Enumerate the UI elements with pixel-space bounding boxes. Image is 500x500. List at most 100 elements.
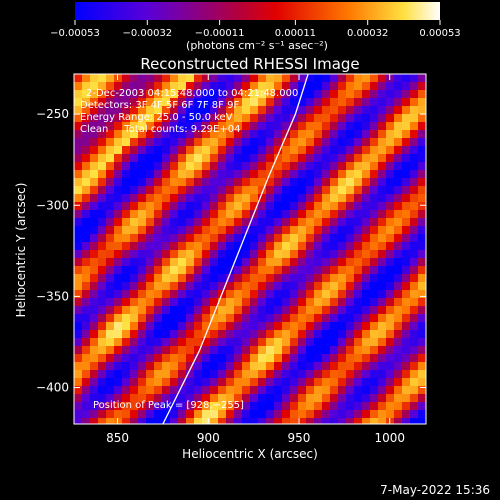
heatmap-cell — [354, 226, 363, 235]
heatmap-cell — [386, 218, 395, 227]
heatmap-cell — [290, 106, 299, 115]
heatmap-cell — [74, 106, 83, 115]
heatmap-cell — [178, 338, 187, 347]
heatmap-cell — [354, 274, 363, 283]
heatmap-cell — [370, 266, 379, 275]
heatmap-cell — [394, 194, 403, 203]
heatmap-cell — [210, 122, 219, 131]
heatmap-cell — [386, 178, 395, 187]
heatmap-cell — [186, 394, 195, 403]
heatmap-cell — [314, 274, 323, 283]
heatmap-cell — [154, 122, 163, 131]
heatmap-cell — [194, 378, 203, 387]
heatmap-cell — [194, 138, 203, 147]
heatmap-cell — [106, 234, 115, 243]
heatmap-cell — [130, 394, 139, 403]
heatmap-cell — [266, 354, 275, 363]
heatmap-cell — [138, 202, 147, 211]
heatmap-cell — [234, 266, 243, 275]
heatmap-cell — [274, 106, 283, 115]
heatmap-cell — [114, 98, 123, 107]
heatmap-cell — [282, 282, 291, 291]
heatmap-cell — [90, 298, 99, 307]
heatmap-cell — [282, 122, 291, 131]
heatmap-cell — [274, 194, 283, 203]
heatmap-cell — [234, 354, 243, 363]
heatmap-cell — [322, 306, 331, 315]
colorbar-tick-label: 0.00053 — [419, 28, 460, 39]
heatmap-cell — [242, 146, 251, 155]
heatmap-cell — [98, 402, 107, 411]
heatmap-cell — [138, 290, 147, 299]
heatmap-cell — [250, 154, 259, 163]
heatmap-cell — [370, 306, 379, 315]
heatmap-cell — [194, 370, 203, 379]
heatmap-cell — [114, 410, 123, 419]
heatmap-cell — [346, 74, 355, 83]
heatmap-cell — [194, 282, 203, 291]
heatmap-cell — [146, 274, 155, 283]
heatmap-cell — [146, 106, 155, 115]
heatmap-cell — [186, 258, 195, 267]
heatmap-cell — [266, 106, 275, 115]
heatmap-cell — [378, 218, 387, 227]
heatmap-cell — [114, 106, 123, 115]
heatmap-cell — [418, 418, 426, 424]
heatmap-cell — [282, 402, 291, 411]
heatmap-cell — [162, 138, 171, 147]
heatmap-cell — [338, 346, 347, 355]
heatmap-cell — [242, 346, 251, 355]
heatmap-cell — [226, 114, 235, 123]
heatmap-cell — [330, 258, 339, 267]
heatmap-cell — [394, 386, 403, 395]
heatmap-cell — [274, 74, 283, 83]
heatmap-cell — [178, 90, 187, 99]
heatmap-cell — [106, 418, 115, 424]
heatmap-cell — [138, 266, 147, 275]
heatmap-cell — [146, 226, 155, 235]
heatmap-cell — [394, 378, 403, 387]
heatmap-cell — [90, 266, 99, 275]
heatmap-cell — [306, 82, 315, 91]
heatmap-cell — [186, 418, 195, 424]
heatmap-cell — [394, 394, 403, 403]
heatmap-cell — [362, 122, 371, 131]
heatmap-cell — [410, 306, 419, 315]
heatmap-cell — [314, 194, 323, 203]
colorbar-unit-label: (photons cm⁻² s⁻¹ asec⁻²) — [186, 39, 328, 52]
heatmap-cell — [338, 226, 347, 235]
heatmap-cell — [370, 98, 379, 107]
heatmap-cell — [274, 98, 283, 107]
heatmap-cell — [354, 82, 363, 91]
heatmap-cell — [330, 346, 339, 355]
heatmap-cell — [330, 314, 339, 323]
heatmap-cell — [138, 354, 147, 363]
heatmap-cell — [162, 354, 171, 363]
heatmap-cell — [266, 298, 275, 307]
heatmap-cell — [330, 378, 339, 387]
heatmap-cell — [210, 202, 219, 211]
heatmap-cell — [266, 338, 275, 347]
heatmap-cell — [362, 274, 371, 283]
heatmap-cell — [378, 346, 387, 355]
y-axis-label: Heliocentric Y (arcsec) — [14, 183, 28, 318]
heatmap-cell — [202, 346, 211, 355]
heatmap-cell — [266, 266, 275, 275]
heatmap-cell — [154, 266, 163, 275]
heatmap-cell — [330, 226, 339, 235]
heatmap-cell — [370, 338, 379, 347]
heatmap-cell — [362, 386, 371, 395]
heatmap-cell — [370, 146, 379, 155]
heatmap-cell — [354, 154, 363, 163]
heatmap-cell — [226, 122, 235, 131]
heatmap-cell — [274, 202, 283, 211]
heatmap-cell — [130, 178, 139, 187]
heatmap-cell — [234, 138, 243, 147]
heatmap-cell — [178, 306, 187, 315]
heatmap-cell — [130, 386, 139, 395]
heatmap-cell — [258, 274, 267, 283]
heatmap-cell — [194, 234, 203, 243]
heatmap-cell — [210, 194, 219, 203]
heatmap-cell — [330, 178, 339, 187]
heatmap-cell — [282, 338, 291, 347]
